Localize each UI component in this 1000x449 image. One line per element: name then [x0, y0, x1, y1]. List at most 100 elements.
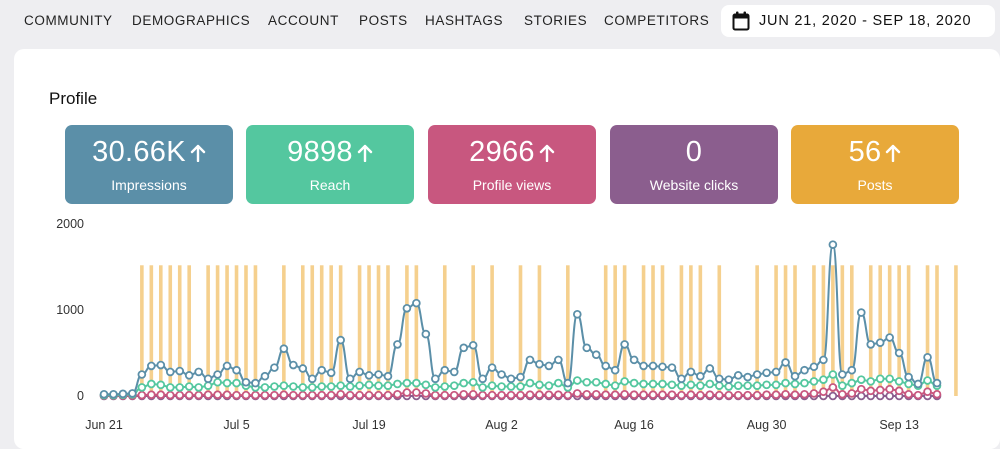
post-bar: [641, 265, 646, 396]
date-range-picker[interactable]: JUN 21, 2020 - SEP 18, 2020: [721, 5, 995, 37]
data-point: [440, 365, 450, 375]
data-point: [175, 366, 185, 376]
data-point: [393, 389, 402, 399]
data-point: [402, 388, 412, 397]
kpi-website-clicks[interactable]: 0 Website clicks: [610, 125, 778, 204]
kpi-reach[interactable]: 9898 Reach: [246, 125, 414, 204]
post-bar: [158, 265, 163, 396]
x-tick-label: Jul 5: [223, 418, 249, 432]
data-point: [733, 390, 743, 400]
data-point: [203, 381, 213, 390]
post-bar: [622, 265, 627, 396]
data-point: [317, 390, 327, 400]
data-point: [885, 384, 894, 394]
data-point: [128, 389, 137, 398]
kpi-value: 0: [685, 136, 703, 168]
data-point: [582, 389, 592, 399]
post-bar: [689, 265, 693, 396]
data-point: [175, 383, 185, 392]
kpi-value: 30.66K: [92, 136, 186, 168]
data-point: [184, 371, 194, 380]
data-point: [184, 390, 194, 400]
post-bar: [310, 265, 315, 396]
data-point: [828, 391, 838, 401]
kpi-impressions[interactable]: 30.66K Impressions: [65, 125, 233, 204]
data-point: [506, 374, 516, 384]
data-point: [733, 371, 743, 380]
data-point: [885, 333, 894, 342]
data-point: [809, 389, 819, 398]
data-point: [582, 343, 592, 353]
data-point: [629, 355, 639, 365]
post-bar: [253, 265, 258, 396]
data-point: [355, 381, 364, 390]
nav-account[interactable]: ACCOUNT: [268, 13, 339, 28]
data-point: [260, 371, 270, 381]
post-bar: [518, 265, 523, 396]
data-point: [412, 378, 421, 388]
data-point: [752, 390, 762, 400]
data-point: [393, 379, 402, 389]
data-point: [156, 380, 166, 390]
kpi-profile-views[interactable]: 2966 Profile views: [428, 125, 596, 204]
arrow-up-icon: [539, 144, 555, 162]
data-point: [270, 382, 279, 391]
data-point: [620, 340, 629, 349]
data-point: [752, 370, 762, 379]
data-point: [478, 374, 487, 384]
data-point: [658, 362, 667, 372]
post-bar: [149, 265, 154, 396]
data-point: [781, 358, 790, 367]
data-point: [421, 389, 431, 398]
data-point: [516, 382, 525, 391]
data-point: [554, 378, 563, 388]
data-point: [591, 389, 601, 399]
data-point: [591, 350, 601, 360]
data-point: [904, 379, 913, 389]
data-point: [790, 379, 800, 389]
data-point: [714, 374, 724, 384]
data-point: [894, 348, 904, 358]
data-point: [856, 375, 866, 384]
nav-demographics[interactable]: DEMOGRAPHICS: [132, 13, 251, 28]
data-point: [194, 390, 203, 400]
data-point: [440, 382, 450, 391]
kpi-posts[interactable]: 56 Posts: [791, 125, 959, 204]
post-bar: [338, 265, 343, 396]
data-point: [402, 378, 412, 388]
data-point: [639, 390, 648, 400]
data-point: [175, 390, 185, 400]
data-point: [137, 390, 147, 400]
post-bar: [878, 265, 883, 396]
data-point: [847, 365, 857, 375]
data-point: [345, 390, 355, 400]
y-tick-label: 1000: [56, 303, 84, 317]
profile-chart: 2000 1000 0 Jun 21 Jul 5 Jul 19 Aug 2 Aug 16 Aug…: [56, 217, 958, 432]
post-bar: [755, 265, 759, 396]
nav-stories[interactable]: STORIES: [524, 13, 588, 28]
data-point: [809, 377, 819, 386]
data-point: [270, 390, 279, 400]
data-point: [610, 390, 620, 400]
data-point: [497, 390, 506, 400]
nav-community[interactable]: COMMUNITY: [24, 13, 113, 28]
data-point: [856, 384, 866, 394]
data-point: [459, 343, 469, 353]
nav-competitors[interactable]: COMPETITORS: [604, 13, 710, 28]
data-point: [497, 382, 506, 391]
nav-hashtags[interactable]: HASHTAGS: [425, 13, 504, 28]
data-point: [525, 390, 535, 400]
post-bar: [783, 265, 788, 396]
data-point: [232, 365, 241, 375]
data-point: [279, 344, 289, 354]
data-point: [137, 383, 147, 392]
kpi-label: Profile views: [472, 177, 552, 193]
data-point: [904, 372, 913, 382]
nav-posts[interactable]: POSTS: [359, 13, 408, 28]
data-point: [620, 389, 629, 399]
post-bar: [140, 265, 144, 396]
data-point: [232, 390, 241, 400]
data-point: [610, 365, 620, 375]
data-point: [667, 390, 677, 400]
data-point: [838, 370, 847, 379]
